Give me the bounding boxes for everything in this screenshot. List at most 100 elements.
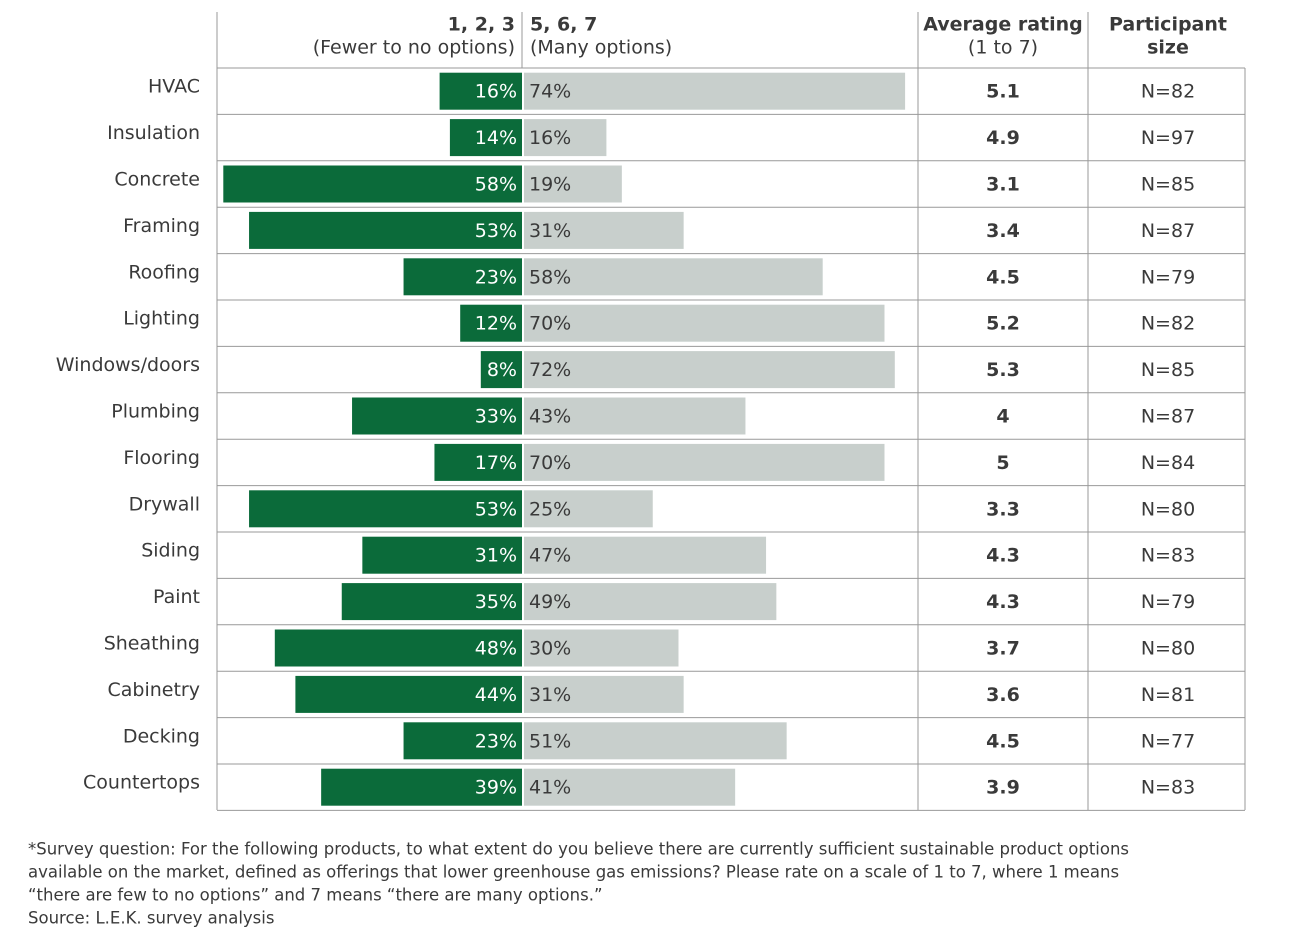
rating: 3.3 [986, 498, 1020, 520]
value-label: 70% [529, 313, 571, 335]
participant-size: N=97 [1141, 127, 1195, 149]
value-label: 70% [529, 452, 571, 474]
bar [524, 722, 787, 760]
rating: 4.3 [986, 591, 1020, 613]
bar [524, 211, 684, 249]
bar [352, 397, 522, 435]
bar [524, 304, 885, 342]
value-label: 31% [529, 220, 571, 242]
category-label: Flooring [123, 447, 200, 469]
value-label: 14% [475, 127, 517, 149]
rating: 3.4 [986, 220, 1020, 242]
rating: 5.2 [986, 313, 1020, 335]
value-label: 12% [475, 313, 517, 335]
bar [295, 675, 522, 713]
value-label: 58% [529, 266, 571, 288]
column-header: Average rating [923, 14, 1083, 36]
series-note: (Fewer to no options) [313, 37, 515, 59]
rating: 5.3 [986, 359, 1020, 381]
bar [524, 629, 679, 667]
participant-size: N=79 [1141, 266, 1195, 288]
bar [524, 351, 895, 389]
participant-size: N=82 [1141, 313, 1195, 335]
source: Source: L.E.K. survey analysis [28, 909, 274, 928]
value-label: 74% [529, 81, 571, 103]
value-label: 53% [475, 220, 517, 242]
value-label: 30% [529, 638, 571, 660]
bar [439, 72, 522, 110]
bar [524, 490, 653, 528]
participant-size: N=77 [1141, 730, 1195, 752]
value-label: 16% [529, 127, 571, 149]
rating: 4.3 [986, 545, 1020, 567]
rating: 4.9 [986, 127, 1020, 149]
bar [321, 768, 522, 806]
rating: 3.1 [986, 174, 1020, 196]
participant-size: N=83 [1141, 545, 1195, 567]
bar [403, 258, 522, 296]
category-label: Concrete [114, 169, 200, 191]
value-label: 51% [529, 730, 571, 752]
category-label: Framing [123, 215, 200, 237]
series-note: (Many options) [530, 37, 672, 59]
bar [524, 72, 906, 110]
rating: 5.1 [986, 81, 1020, 103]
category-label: Sheathing [104, 633, 200, 655]
participant-size: N=80 [1141, 498, 1195, 520]
participant-size: N=87 [1141, 406, 1195, 428]
value-label: 31% [529, 684, 571, 706]
category-label: Paint [153, 586, 200, 608]
series-name: 1, 2, 3 [448, 14, 515, 36]
bar [480, 351, 522, 389]
bar [524, 675, 684, 713]
value-label: 39% [475, 777, 517, 799]
value-label: 47% [529, 545, 571, 567]
rating: 4.5 [986, 730, 1020, 752]
category-label: Windows/doors [56, 354, 200, 376]
bar [524, 119, 607, 157]
category-label: Drywall [129, 493, 200, 515]
participant-size: N=84 [1141, 452, 1195, 474]
bar [249, 211, 523, 249]
category-label: Roofing [128, 261, 200, 283]
value-label: 23% [475, 266, 517, 288]
bar [223, 165, 523, 203]
series-name: 5, 6, 7 [530, 14, 597, 36]
bar [460, 304, 522, 342]
footnote: available on the market, defined as offe… [28, 863, 1119, 882]
category-label: Decking [123, 725, 200, 747]
category-label: Insulation [107, 122, 200, 144]
participant-size: N=80 [1141, 638, 1195, 660]
rating: 4 [996, 406, 1009, 428]
value-label: 8% [487, 359, 517, 381]
participant-size: N=82 [1141, 81, 1195, 103]
value-label: 72% [529, 359, 571, 381]
footnote: *Survey question: For the following prod… [28, 840, 1129, 859]
bar [449, 119, 522, 157]
bar [274, 629, 522, 667]
value-label: 53% [475, 498, 517, 520]
participant-size: N=81 [1141, 684, 1195, 706]
participant-size: N=79 [1141, 591, 1195, 613]
bar [524, 165, 622, 203]
bar [341, 583, 522, 621]
bar [524, 397, 746, 435]
value-label: 17% [475, 452, 517, 474]
participant-size: N=87 [1141, 220, 1195, 242]
column-header: size [1147, 37, 1189, 59]
participant-size: N=85 [1141, 359, 1195, 381]
value-label: 48% [475, 638, 517, 660]
participant-size: N=83 [1141, 777, 1195, 799]
rating: 3.7 [986, 638, 1020, 660]
category-label: Lighting [123, 308, 200, 330]
value-label: 16% [475, 81, 517, 103]
value-label: 19% [529, 174, 571, 196]
value-label: 23% [475, 730, 517, 752]
value-label: 49% [529, 591, 571, 613]
category-label: Countertops [83, 772, 200, 794]
value-label: 43% [529, 406, 571, 428]
value-label: 41% [529, 777, 571, 799]
participant-size: N=85 [1141, 174, 1195, 196]
bar [524, 443, 885, 481]
